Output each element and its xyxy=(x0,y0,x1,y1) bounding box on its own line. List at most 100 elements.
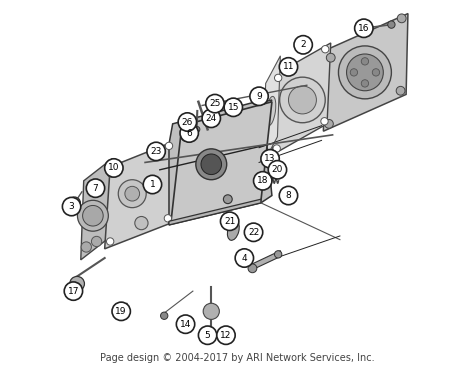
Circle shape xyxy=(254,172,272,190)
Circle shape xyxy=(176,315,195,333)
Text: 18: 18 xyxy=(257,176,268,185)
Circle shape xyxy=(355,19,373,38)
Circle shape xyxy=(235,249,254,267)
Text: 24: 24 xyxy=(206,114,217,123)
Circle shape xyxy=(280,77,325,123)
Circle shape xyxy=(196,149,227,180)
Text: 4: 4 xyxy=(242,254,247,262)
Circle shape xyxy=(107,238,114,245)
Circle shape xyxy=(165,142,173,149)
Circle shape xyxy=(220,212,239,231)
Text: 10: 10 xyxy=(108,163,119,172)
Text: 3: 3 xyxy=(69,202,74,211)
Circle shape xyxy=(77,200,109,231)
Polygon shape xyxy=(249,251,281,271)
Text: 23: 23 xyxy=(150,147,162,156)
Circle shape xyxy=(223,195,232,204)
Circle shape xyxy=(112,302,130,321)
Circle shape xyxy=(143,175,162,194)
Circle shape xyxy=(82,206,103,226)
Circle shape xyxy=(70,276,84,291)
Circle shape xyxy=(81,242,91,252)
Circle shape xyxy=(326,53,335,62)
Text: 12: 12 xyxy=(220,331,232,340)
Circle shape xyxy=(207,329,216,338)
Circle shape xyxy=(396,86,405,95)
Circle shape xyxy=(224,98,243,117)
Text: 14: 14 xyxy=(180,320,191,329)
Polygon shape xyxy=(171,102,272,223)
Ellipse shape xyxy=(228,221,239,240)
Circle shape xyxy=(279,58,298,76)
Circle shape xyxy=(397,14,406,23)
Circle shape xyxy=(350,69,357,76)
Circle shape xyxy=(261,149,279,168)
Circle shape xyxy=(194,127,200,132)
Circle shape xyxy=(388,21,395,28)
Text: 25: 25 xyxy=(209,99,220,108)
Circle shape xyxy=(147,142,165,161)
Circle shape xyxy=(268,161,287,179)
Text: 8: 8 xyxy=(286,191,292,200)
Circle shape xyxy=(273,145,281,152)
Circle shape xyxy=(338,46,392,99)
Circle shape xyxy=(178,113,197,131)
Circle shape xyxy=(181,132,190,141)
Circle shape xyxy=(105,159,123,177)
Circle shape xyxy=(217,326,235,344)
Circle shape xyxy=(63,197,81,216)
Circle shape xyxy=(321,118,328,125)
Text: 26: 26 xyxy=(182,117,193,127)
Circle shape xyxy=(69,197,81,209)
Circle shape xyxy=(325,120,333,128)
Circle shape xyxy=(289,86,317,114)
Circle shape xyxy=(274,74,282,82)
Polygon shape xyxy=(272,43,331,155)
Polygon shape xyxy=(105,140,176,249)
Text: 20: 20 xyxy=(272,165,283,174)
Text: 7: 7 xyxy=(92,184,98,193)
Circle shape xyxy=(321,45,329,53)
Text: 5: 5 xyxy=(205,331,210,340)
Text: 2: 2 xyxy=(301,40,306,49)
Ellipse shape xyxy=(266,96,276,125)
Circle shape xyxy=(294,36,312,54)
Circle shape xyxy=(361,58,369,65)
Text: 6: 6 xyxy=(186,128,192,138)
Polygon shape xyxy=(169,199,261,225)
Circle shape xyxy=(346,54,383,91)
Circle shape xyxy=(113,308,119,314)
Text: 17: 17 xyxy=(68,287,79,296)
Polygon shape xyxy=(323,14,408,131)
Circle shape xyxy=(274,251,282,258)
Circle shape xyxy=(372,69,380,76)
Circle shape xyxy=(86,179,105,197)
Circle shape xyxy=(206,94,224,113)
Circle shape xyxy=(118,180,146,208)
Text: Page design © 2004-2017 by ARI Network Services, Inc.: Page design © 2004-2017 by ARI Network S… xyxy=(100,353,374,363)
Circle shape xyxy=(245,223,263,241)
Circle shape xyxy=(180,124,199,142)
Polygon shape xyxy=(169,100,272,225)
Circle shape xyxy=(279,186,298,205)
Circle shape xyxy=(125,186,139,201)
Circle shape xyxy=(250,87,268,106)
Circle shape xyxy=(202,109,220,128)
Polygon shape xyxy=(169,100,272,144)
Circle shape xyxy=(361,80,369,87)
Text: 22: 22 xyxy=(248,228,259,237)
Text: 1: 1 xyxy=(150,180,155,189)
Circle shape xyxy=(248,264,257,273)
Circle shape xyxy=(201,154,221,175)
Circle shape xyxy=(107,170,115,177)
Text: 15: 15 xyxy=(228,103,239,112)
Circle shape xyxy=(135,217,148,230)
Text: 21: 21 xyxy=(224,217,235,226)
Circle shape xyxy=(203,303,219,320)
Text: 16: 16 xyxy=(358,24,370,33)
Text: 13: 13 xyxy=(264,154,276,163)
Text: 19: 19 xyxy=(116,307,127,316)
Circle shape xyxy=(161,312,168,320)
Circle shape xyxy=(164,215,172,222)
Circle shape xyxy=(64,282,82,300)
